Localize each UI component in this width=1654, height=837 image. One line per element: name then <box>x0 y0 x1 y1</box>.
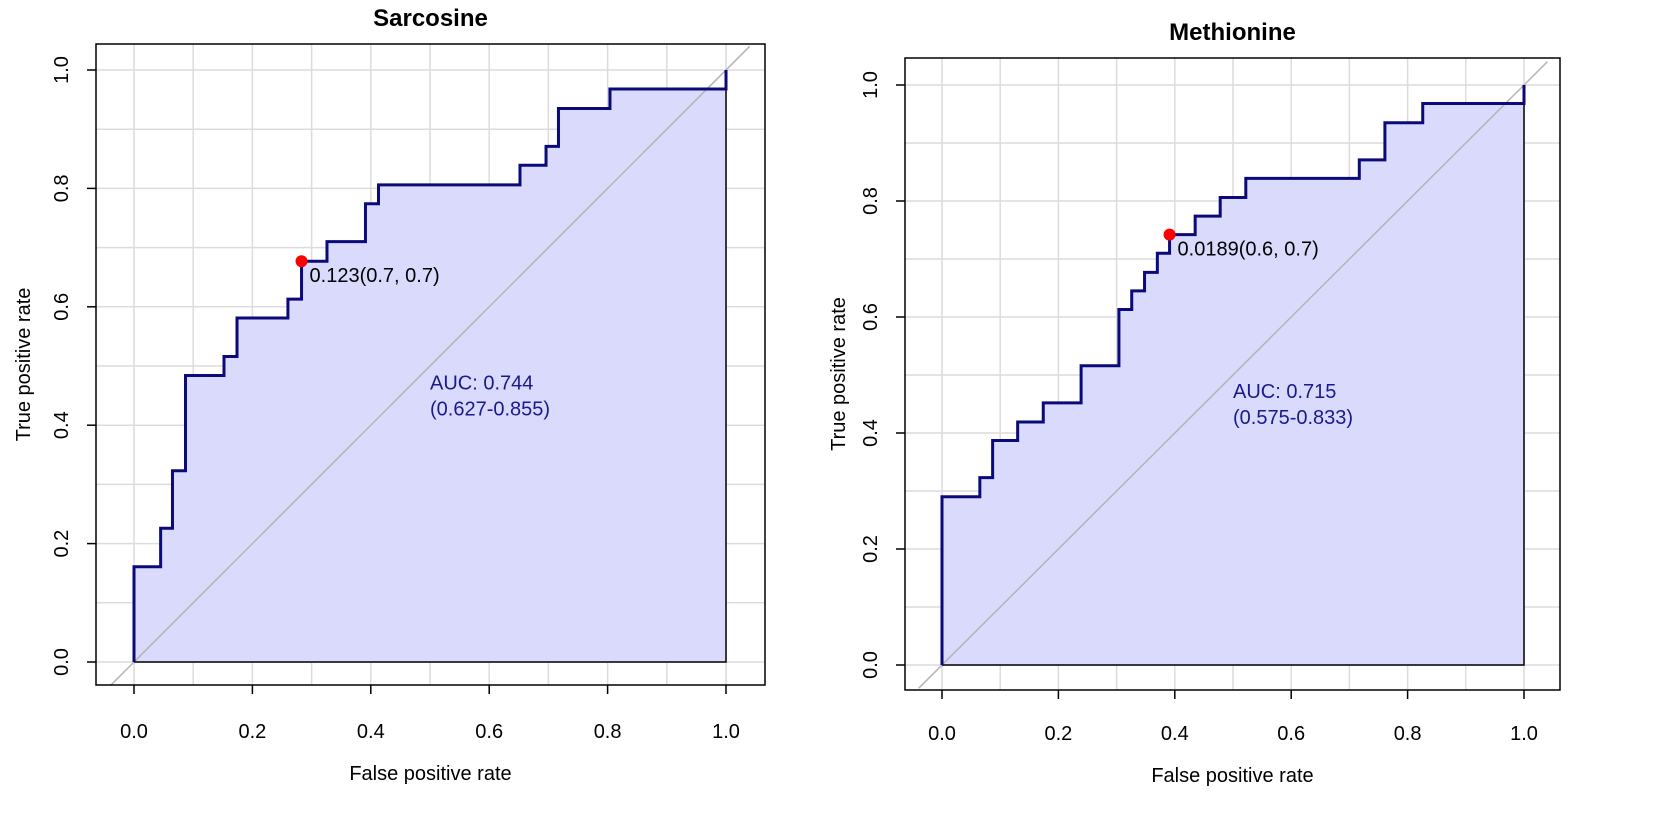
x-tick-label: 0.8 <box>1394 723 1422 745</box>
x-tick-label: 0.0 <box>928 723 956 745</box>
y-tick-label: 1.0 <box>860 71 882 99</box>
y-axis-title: True positive rate <box>828 297 850 451</box>
diagonal-reference-line <box>109 45 751 687</box>
best-threshold-label: 0.123(0.7, 0.7) <box>310 265 440 287</box>
y-tick-label: 0.2 <box>860 535 882 563</box>
y-tick-label: 0.6 <box>51 293 73 321</box>
x-tick-label: 0.4 <box>1161 723 1189 745</box>
x-tick-label: 0.2 <box>1044 723 1072 745</box>
best-threshold-label: 0.0189(0.6, 0.7) <box>1178 239 1319 261</box>
x-tick-label: 0.6 <box>475 721 503 743</box>
plot-frame <box>904 57 1561 691</box>
y-tick-label: 0.8 <box>860 187 882 215</box>
chart-title: Methionine <box>1169 19 1296 46</box>
x-axis-title: False positive rate <box>1151 765 1313 787</box>
y-tick-label: 0.0 <box>860 651 882 679</box>
y-tick-label: 0.8 <box>51 174 73 202</box>
roc-chart-sarcosine: 0.0 0.2 0.4 0.6 0.8 1.0 0.0 0.2 0.4 0.6 0.8 1.0 Sarc… <box>13 5 766 785</box>
best-threshold-point <box>295 255 308 268</box>
x-tick-label: 0.6 <box>1277 723 1305 745</box>
x-tick-label: 0.8 <box>594 721 622 743</box>
x-tick-label: 1.0 <box>712 721 740 743</box>
y-tick-label: 0.2 <box>51 530 73 558</box>
roc-chart-svg: 0.0 0.2 0.4 0.6 0.8 1.0 0.0 0.2 0.4 0.6 0.8 1.0 Meth… <box>828 19 1561 787</box>
x-tick-label: 1.0 <box>1510 723 1538 745</box>
y-tick-label: 1.0 <box>51 56 73 84</box>
auc-ci-label: (0.575-0.833) <box>1233 407 1353 429</box>
roc-curve <box>940 85 1526 665</box>
roc-curve <box>132 70 728 662</box>
x-tick-label: 0.4 <box>357 721 385 743</box>
roc-area-outline <box>134 88 727 663</box>
x-axis-title: False positive rate <box>349 763 511 785</box>
y-tick-label: 0.4 <box>860 419 882 447</box>
y-tick-label: 0.4 <box>51 411 73 439</box>
roc-area-outline <box>942 103 1525 666</box>
x-tick-label: 0.2 <box>238 721 266 743</box>
auc-value-label: AUC: 0.715 <box>1233 381 1336 403</box>
diagonal-reference-line <box>918 61 1548 689</box>
chart-title: Sarcosine <box>373 5 488 32</box>
y-tick-label: 0.6 <box>860 303 882 331</box>
auc-value-label: AUC: 0.744 <box>430 373 533 395</box>
roc-chart-svg: 0.0 0.2 0.4 0.6 0.8 1.0 0.0 0.2 0.4 0.6 0.8 1.0 Sarc… <box>13 5 766 785</box>
auc-ci-label: (0.627-0.855) <box>430 399 550 421</box>
plot-frame <box>95 43 766 686</box>
y-axis-title: True positive rate <box>13 288 35 442</box>
x-tick-label: 0.0 <box>120 721 148 743</box>
y-tick-label: 0.0 <box>51 648 73 676</box>
roc-chart-methionine: 0.0 0.2 0.4 0.6 0.8 1.0 0.0 0.2 0.4 0.6 0.8 1.0 Meth… <box>827 0 1654 837</box>
best-threshold-point <box>1163 228 1176 241</box>
